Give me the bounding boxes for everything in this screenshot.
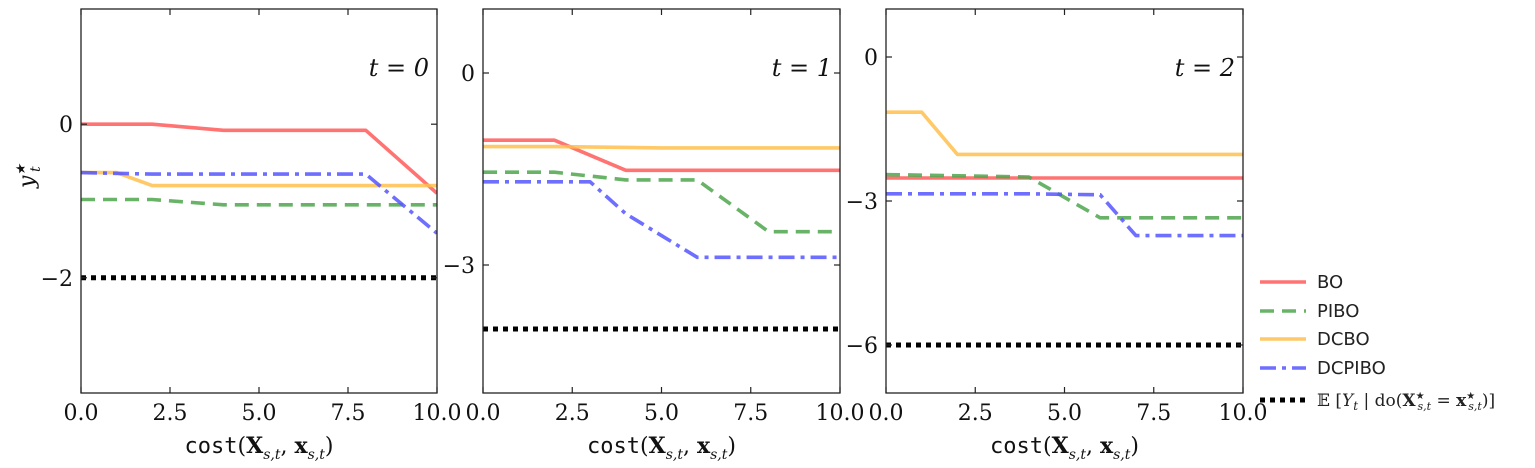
panel-0: 0.0 2.5 5.0 7.5 10.0 0 −2 t = 0 cost(Xs,t, xs,t)…: [14, 8, 462, 463]
x-tick-label: 0.0: [869, 401, 904, 426]
legend-label: DCBO: [1317, 329, 1370, 350]
panel-label: t = 1: [772, 54, 832, 82]
series-group: [483, 138, 840, 332]
panel-label: t = 0: [369, 54, 429, 82]
y-tick-label: 0: [59, 113, 73, 138]
x-tick-label: 2.5: [958, 401, 993, 426]
panel-2: 0.0 2.5 5.0 7.5 10.0 0 −3 −6 t = 2 cost(Xs,t, xs,…: [846, 8, 1268, 463]
x-axis-label: cost(Xs,t, xs,t): [587, 433, 736, 463]
x-tick-label: 0.0: [64, 401, 99, 426]
x-tick-label: 2.5: [555, 401, 590, 426]
x-tick-label: 7.5: [331, 401, 366, 426]
x-tick-label: 0.0: [466, 401, 501, 426]
series-line-pibo: [886, 172, 1243, 220]
x-tick-label: 7.5: [733, 401, 768, 426]
x-axis-label: cost(Xs,t, xs,t): [185, 433, 334, 463]
legend-label: BO: [1317, 272, 1343, 293]
legend: BO PIBO DCBO DCPIBO 𝔼 [Yt | do(X★ s,t = x★ s,t…: [1260, 272, 1495, 413]
y-tick-label: 0: [864, 46, 878, 71]
series-line-dcpibo: [81, 170, 437, 235]
series-line-bo: [81, 122, 437, 195]
y-tick-label: −6: [846, 334, 878, 359]
series-line-dcbo: [886, 110, 1243, 157]
series-line-dcbo: [483, 144, 840, 150]
x-tick-label: 10.0: [1219, 401, 1268, 426]
y-tick-label: 0: [461, 62, 475, 87]
legend-label: DCPIBO: [1317, 358, 1386, 379]
x-tick-label: 5.0: [644, 401, 679, 426]
legend-label: PIBO: [1317, 301, 1359, 322]
x-tick-label: 7.5: [1136, 401, 1171, 426]
series-line-pibo: [483, 170, 840, 234]
legend-label: 𝔼 [Yt | do(X★ s,t = x★ s,t)]: [1317, 391, 1495, 413]
series-line-dcpibo: [483, 180, 840, 260]
series-group: [81, 122, 437, 281]
panel-1: 0.0 2.5 5.0 7.5 10.0 0 −3 t = 1 cost(Xs,t, xs,t): [443, 8, 865, 463]
x-tick-label: 10.0: [816, 401, 865, 426]
x-tick-label: 10.0: [413, 401, 462, 426]
series-line-dcpibo: [886, 192, 1243, 238]
x-tick-label: 2.5: [153, 401, 188, 426]
x-axis-label: cost(Xs,t, xs,t): [990, 433, 1139, 463]
y-axis-label: y★t: [14, 163, 44, 189]
y-tick-label: −2: [41, 267, 73, 292]
series-line-dcbo: [81, 170, 437, 188]
x-tick-label: 5.0: [1047, 401, 1082, 426]
series-line-pibo: [81, 197, 437, 207]
x-tick-label: 5.0: [242, 401, 277, 426]
panel-label: t = 2: [1175, 54, 1235, 82]
series-group: [886, 110, 1243, 348]
series-line-bo: [483, 138, 840, 173]
y-tick-label: −3: [443, 254, 475, 279]
y-tick-label: −3: [846, 190, 878, 215]
